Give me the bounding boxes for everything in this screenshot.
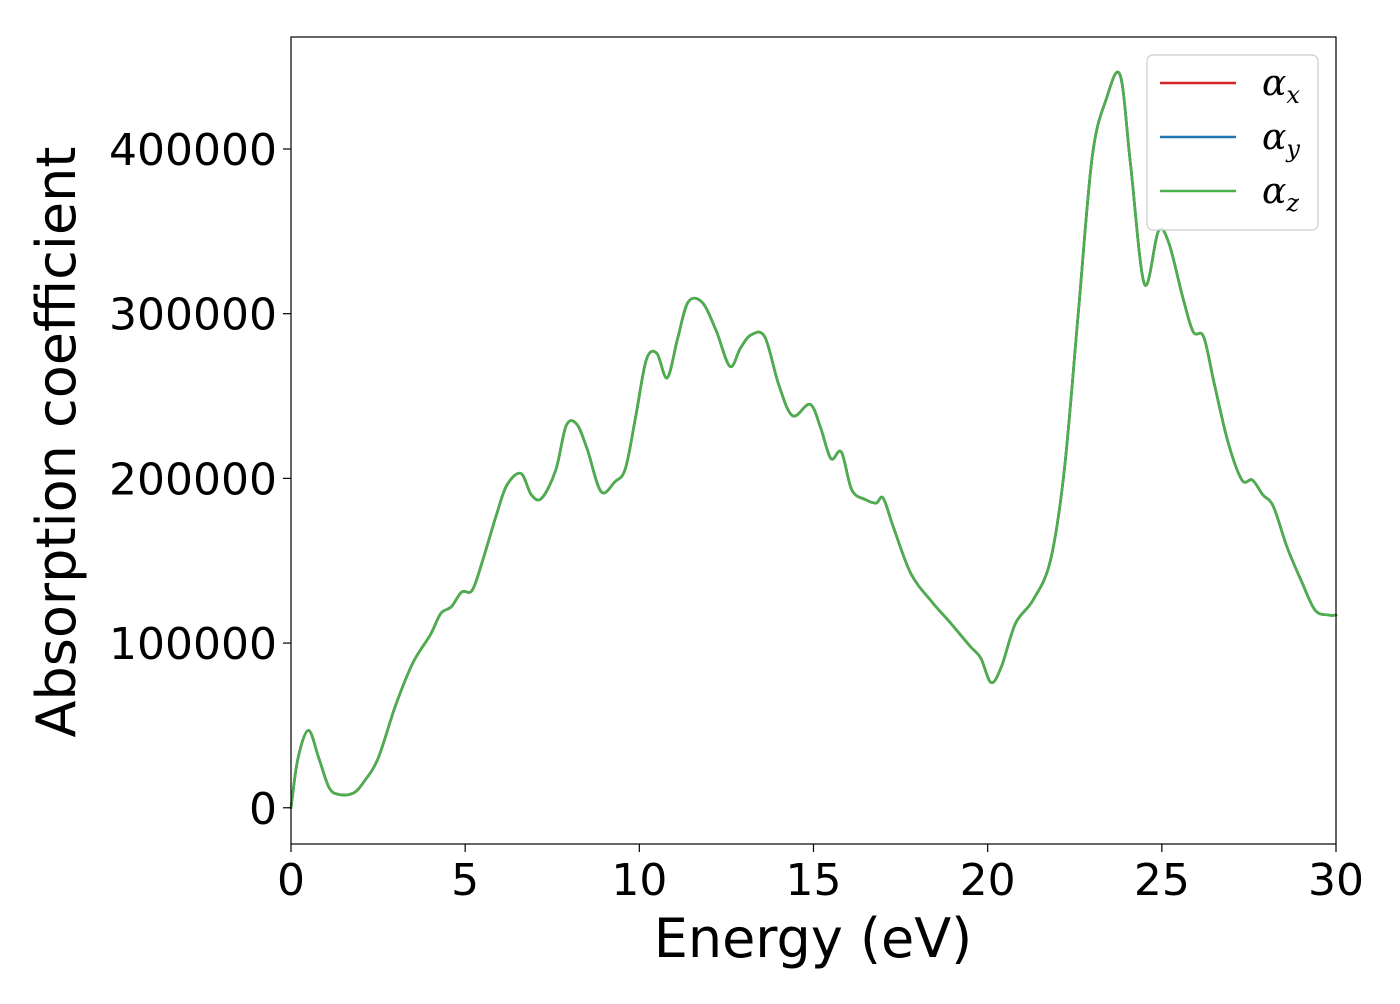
x-axis-label: Energy (eV) — [654, 907, 973, 970]
legend-label-y: αy — [1262, 117, 1300, 163]
x-axis-ticks: 0 5 10 15 20 25 30 — [277, 844, 1364, 906]
y-tick-label: 300000 — [109, 290, 277, 341]
y-axis-label: Absorption coefficient — [25, 147, 88, 738]
x-tick-label: 5 — [451, 855, 479, 906]
y-tick-label: 100000 — [109, 619, 277, 670]
legend-label-x: αx — [1262, 63, 1300, 109]
x-tick-label: 0 — [277, 855, 305, 906]
x-tick-label: 20 — [960, 855, 1016, 906]
legend-box — [1146, 54, 1319, 231]
y-tick-label: 200000 — [109, 454, 277, 505]
x-tick-label: 10 — [611, 855, 667, 906]
legend-label-z: αz — [1262, 171, 1299, 217]
series-layer — [289, 70, 1338, 810]
x-tick-label: 25 — [1134, 855, 1190, 906]
series-line-z — [289, 70, 1338, 810]
y-axis-ticks: 0 100000 200000 300000 400000 — [109, 125, 291, 835]
y-tick-label: 0 — [249, 784, 277, 835]
y-tick-label: 400000 — [109, 125, 277, 176]
x-tick-label: 15 — [786, 855, 842, 906]
x-tick-label: 30 — [1308, 855, 1364, 906]
legend: αx αy αz — [1146, 54, 1319, 231]
